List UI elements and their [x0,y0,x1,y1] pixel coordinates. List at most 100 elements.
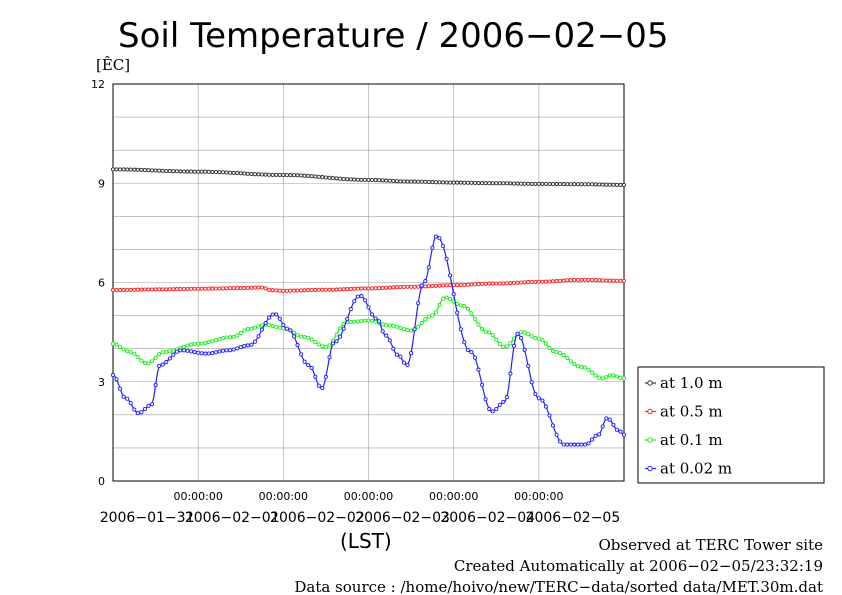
data-point [541,280,544,283]
data-point [388,179,391,182]
footer-created: Created Automatically at 2006−02−05/23:3… [454,557,823,575]
data-point [207,341,210,344]
data-point [143,407,146,410]
data-point [520,281,523,284]
data-point [406,285,409,288]
data-point [424,285,427,288]
data-point [321,176,324,179]
data-point [410,180,413,183]
data-point [300,174,303,177]
data-point [282,324,285,327]
data-point [587,183,590,186]
data-point [243,329,246,332]
data-point [573,443,576,446]
data-point [530,182,533,185]
data-point [190,170,193,173]
data-point [264,173,267,176]
data-point [378,287,381,290]
data-point [136,412,139,415]
data-point [445,284,448,287]
data-point [587,278,590,281]
data-point [250,286,253,289]
data-point [296,174,299,177]
data-point [484,398,487,401]
data-point [268,324,271,327]
data-point [356,295,359,298]
data-point [253,173,256,176]
data-point [193,342,196,345]
data-point [303,360,306,363]
data-point [264,321,267,324]
data-point [229,171,232,174]
x-tick-time: 00:00:00 [514,490,563,503]
data-point [133,288,136,291]
data-point [182,345,185,348]
data-point [580,278,583,281]
data-point [392,324,395,327]
data-point [399,285,402,288]
data-point [218,171,221,174]
data-point [200,287,203,290]
data-point [410,285,413,288]
data-point [172,349,175,352]
data-point [622,377,625,380]
data-point [207,287,210,290]
data-point [346,288,349,291]
data-point [484,282,487,285]
data-point [129,350,132,353]
data-point [463,305,466,308]
data-point [406,180,409,183]
data-point [569,183,572,186]
data-point [147,288,150,291]
data-point [186,170,189,173]
data-point [133,408,136,411]
data-point [477,181,480,184]
data-point [548,182,551,185]
data-point [512,281,515,284]
data-point [158,169,161,172]
data-point [172,170,175,173]
data-point [236,287,239,290]
data-point [260,173,263,176]
data-point [282,173,285,176]
data-point [598,279,601,282]
data-point [410,352,413,355]
data-point [211,287,214,290]
data-point [197,351,200,354]
data-point [250,172,253,175]
data-point [505,182,508,185]
data-point [463,181,466,184]
data-point [193,170,196,173]
data-point [392,286,395,289]
data-point [321,345,324,348]
data-point [182,170,185,173]
data-point [285,327,288,330]
data-point [562,443,565,446]
data-point [342,288,345,291]
data-point [537,337,540,340]
data-point [165,288,168,291]
data-point [175,350,178,353]
data-point [498,403,501,406]
data-point [300,353,303,356]
data-point [349,178,352,181]
data-point [580,183,583,186]
data-point [580,443,583,446]
data-point [431,314,434,317]
data-point [470,312,473,315]
data-point [232,171,235,174]
data-point [449,274,452,277]
data-point [300,289,303,292]
chart-title: Soil Temperature / 2006−02−05 [118,16,669,56]
data-point [221,349,224,352]
data-point [601,377,604,380]
data-point [594,374,597,377]
data-point [495,282,498,285]
data-point [268,173,271,176]
data-point [424,280,427,283]
data-point [111,342,114,345]
data-point [395,180,398,183]
data-point [583,183,586,186]
data-point [459,181,462,184]
data-point [438,237,441,240]
